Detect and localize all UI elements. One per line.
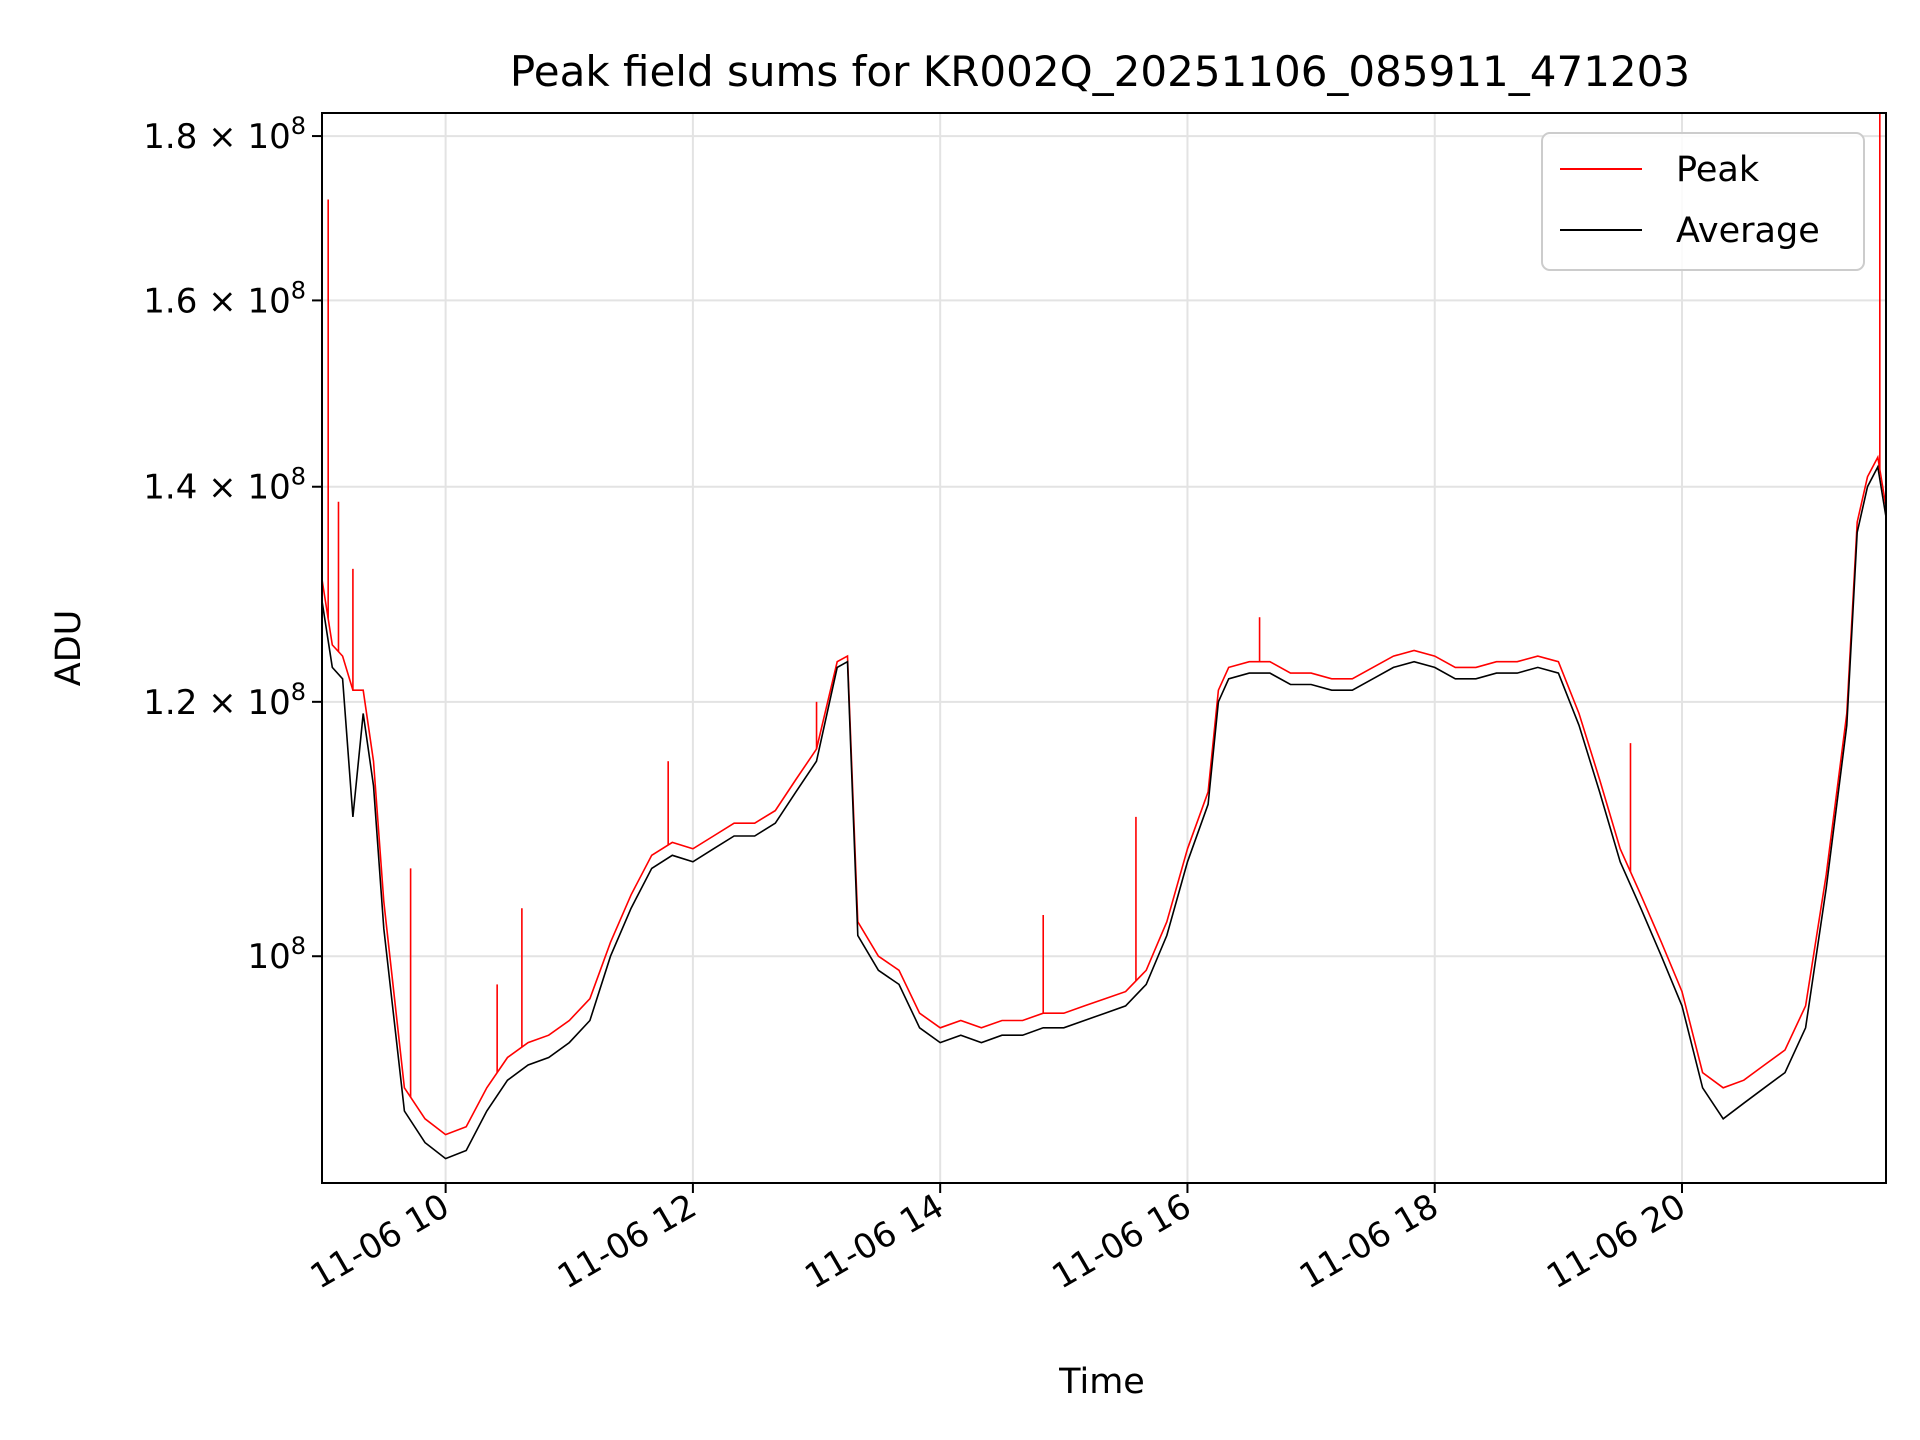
y-tick-label: 1.8 × 108: [143, 112, 306, 157]
legend-box: [1541, 132, 1865, 271]
chart-title: Peak field sums for KR002Q_20251106_0859…: [510, 47, 1690, 96]
series-line-peak: [322, 454, 1886, 1136]
y-tick-label: 1.2 × 108: [143, 678, 306, 723]
plot-area: [322, 113, 1886, 1160]
series-line-average: [322, 464, 1886, 1160]
legend-label-average: Average: [1676, 211, 1820, 251]
y-axis-label: ADU: [49, 610, 89, 687]
legend-label-peak: Peak: [1676, 150, 1760, 190]
y-tick-label: 108: [247, 932, 306, 977]
y-tick-label: 1.6 × 108: [143, 276, 306, 321]
legend: Peak Average: [1541, 132, 1865, 271]
x-axis-label: Time: [1058, 1362, 1145, 1402]
y-tick-label: 1.4 × 108: [143, 463, 306, 508]
y-axis-ticks: 108 1.2 × 108 1.4 × 108 1.6 × 108 1.8 × 108: [143, 112, 322, 977]
axes-frame: [321, 112, 1887, 1184]
